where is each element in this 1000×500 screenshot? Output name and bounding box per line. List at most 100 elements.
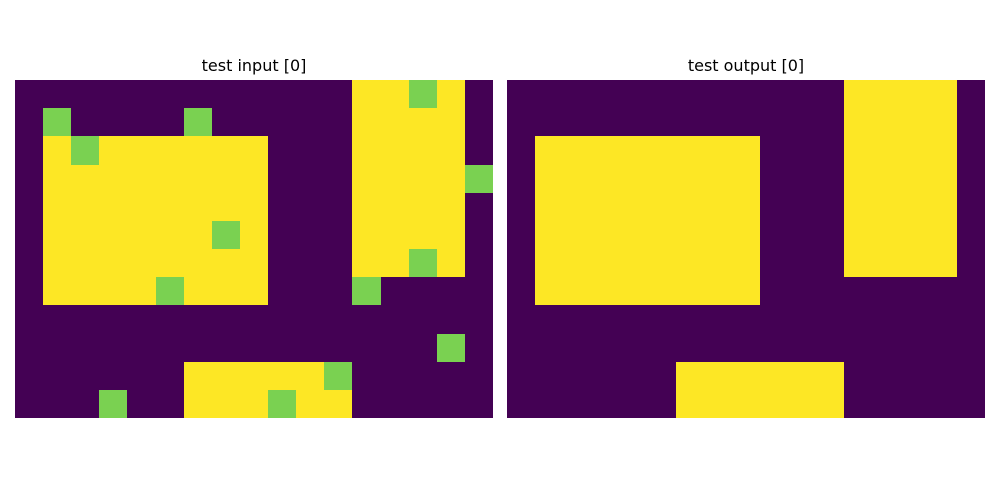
- grid-cell-1-15: [437, 108, 465, 136]
- grid-cell-9-15: [437, 334, 465, 362]
- grid-cell-7-2: [563, 277, 591, 305]
- grid-cell-7-2: [71, 277, 99, 305]
- grid-cell-0-12: [844, 80, 873, 108]
- grid-cell-8-9: [760, 305, 788, 334]
- grid-cell-9-15: [929, 334, 957, 362]
- grid-cell-9-0: [507, 334, 535, 362]
- grid-cell-1-2: [563, 108, 591, 136]
- grid-cell-7-5: [156, 277, 184, 305]
- grid-cell-5-5: [648, 221, 676, 249]
- grid-cell-3-13: [873, 165, 901, 193]
- grid-cell-0-0: [15, 80, 43, 108]
- grid-cell-0-5: [156, 80, 184, 108]
- grid-cell-10-12: [352, 362, 381, 390]
- grid-cell-6-14: [901, 249, 929, 277]
- grid-cell-4-13: [873, 193, 901, 221]
- output-grid: [507, 80, 985, 418]
- grid-cell-1-6: [676, 108, 704, 136]
- grid-cell-5-11: [324, 221, 352, 249]
- grid-cell-10-5: [156, 362, 184, 390]
- grid-cell-9-8: [240, 334, 268, 362]
- grid-cell-1-6: [184, 108, 212, 136]
- grid-cell-5-0: [507, 221, 535, 249]
- grid-cell-1-16: [465, 108, 493, 136]
- grid-cell-11-8: [240, 390, 268, 418]
- grid-cell-2-12: [844, 136, 873, 165]
- grid-cell-11-16: [465, 390, 493, 418]
- grid-cell-4-4: [619, 193, 648, 221]
- grid-cell-11-10: [296, 390, 324, 418]
- grid-cell-3-15: [437, 165, 465, 193]
- grid-cell-10-4: [127, 362, 156, 390]
- grid-cell-10-3: [591, 362, 619, 390]
- grid-cell-10-2: [71, 362, 99, 390]
- grid-cell-3-9: [760, 165, 788, 193]
- grid-cell-7-15: [929, 277, 957, 305]
- grid-cell-9-3: [99, 334, 127, 362]
- grid-cell-3-14: [901, 165, 929, 193]
- grid-cell-8-7: [212, 305, 240, 334]
- grid-cell-10-14: [901, 362, 929, 390]
- grid-cell-3-3: [99, 165, 127, 193]
- grid-cell-10-10: [788, 362, 816, 390]
- grid-cell-8-5: [156, 305, 184, 334]
- grid-cell-4-15: [437, 193, 465, 221]
- grid-cell-3-15: [929, 165, 957, 193]
- grid-cell-11-12: [844, 390, 873, 418]
- grid-cell-5-9: [760, 221, 788, 249]
- grid-cell-6-8: [240, 249, 268, 277]
- grid-cell-1-10: [296, 108, 324, 136]
- grid-cell-2-4: [127, 136, 156, 165]
- grid-cell-5-2: [71, 221, 99, 249]
- grid-cell-1-1: [43, 108, 71, 136]
- grid-cell-8-5: [648, 305, 676, 334]
- grid-cell-7-10: [788, 277, 816, 305]
- grid-cell-5-1: [535, 221, 563, 249]
- grid-cell-5-12: [352, 221, 381, 249]
- grid-cell-0-9: [760, 80, 788, 108]
- grid-cell-7-14: [901, 277, 929, 305]
- grid-cell-9-14: [901, 334, 929, 362]
- grid-cell-6-5: [156, 249, 184, 277]
- grid-cell-6-9: [760, 249, 788, 277]
- grid-cell-1-2: [71, 108, 99, 136]
- grid-cell-10-3: [99, 362, 127, 390]
- grid-cell-0-2: [71, 80, 99, 108]
- grid-cell-11-2: [71, 390, 99, 418]
- grid-cell-5-13: [381, 221, 409, 249]
- grid-cell-7-11: [324, 277, 352, 305]
- grid-cell-6-11: [816, 249, 844, 277]
- grid-cell-1-10: [788, 108, 816, 136]
- grid-cell-3-16: [957, 165, 985, 193]
- grid-cell-7-3: [99, 277, 127, 305]
- grid-cell-7-8: [240, 277, 268, 305]
- grid-cell-11-11: [816, 390, 844, 418]
- grid-cell-4-4: [127, 193, 156, 221]
- grid-cell-1-4: [619, 108, 648, 136]
- grid-cell-4-3: [99, 193, 127, 221]
- grid-cell-11-5: [648, 390, 676, 418]
- grid-cell-3-13: [381, 165, 409, 193]
- grid-cell-9-6: [676, 334, 704, 362]
- grid-cell-7-10: [296, 277, 324, 305]
- grid-cell-11-6: [184, 390, 212, 418]
- grid-cell-3-4: [619, 165, 648, 193]
- grid-cell-2-12: [352, 136, 381, 165]
- grid-cell-6-6: [184, 249, 212, 277]
- grid-cell-6-9: [268, 249, 296, 277]
- grid-cell-6-11: [324, 249, 352, 277]
- grid-cell-4-6: [184, 193, 212, 221]
- grid-cell-1-8: [732, 108, 760, 136]
- grid-cell-10-5: [648, 362, 676, 390]
- grid-cell-7-7: [704, 277, 732, 305]
- grid-cell-6-5: [648, 249, 676, 277]
- grid-cell-11-5: [156, 390, 184, 418]
- grid-cell-9-13: [381, 334, 409, 362]
- grid-cell-9-5: [648, 334, 676, 362]
- grid-cell-10-16: [465, 362, 493, 390]
- grid-cell-3-10: [296, 165, 324, 193]
- grid-cell-8-0: [507, 305, 535, 334]
- grid-cell-7-16: [957, 277, 985, 305]
- grid-cell-4-2: [71, 193, 99, 221]
